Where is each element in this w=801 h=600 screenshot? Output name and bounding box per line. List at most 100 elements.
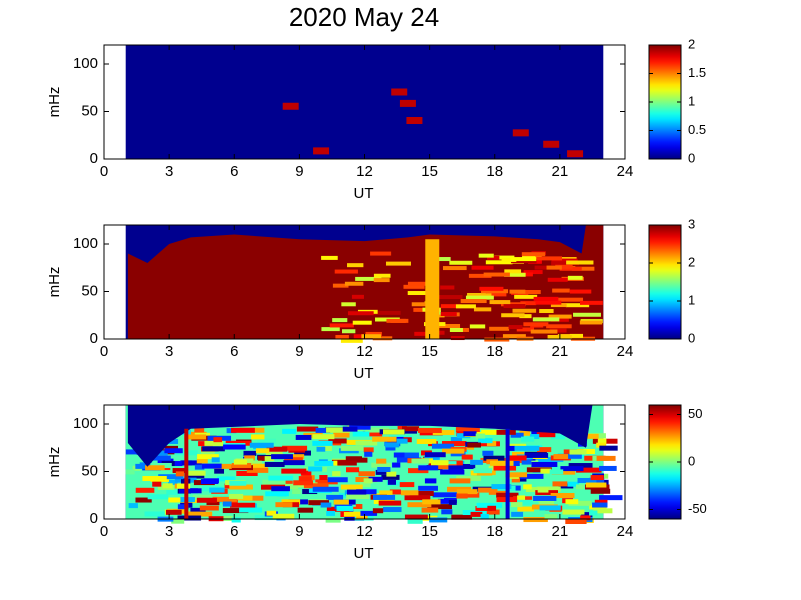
spectrogram-cell: [333, 432, 350, 438]
spectrogram-cell: [378, 500, 402, 506]
spectrogram-cell: [271, 486, 290, 492]
spectrogram-cell: [487, 505, 497, 511]
spectrogram-cell: [537, 456, 564, 462]
spectrogram-cell: [488, 465, 498, 471]
spectrogram-cell: [297, 507, 314, 513]
colorbar-tick-label: 0: [688, 330, 695, 345]
spectrogram-cell: [239, 507, 263, 513]
spectrogram-cell: [370, 251, 392, 256]
spectrogram-cell: [510, 432, 524, 438]
spectrogram-cell: [229, 484, 253, 490]
spectrogram-cell: [531, 461, 558, 467]
spectrogram-cell: [321, 255, 338, 260]
spectrogram-cell: [551, 469, 576, 475]
spectrogram-cell: [213, 437, 223, 443]
spectrogram-cell: [442, 266, 467, 271]
spectrogram-cell: [337, 460, 357, 466]
spectrogram-cell: [190, 507, 206, 513]
spectrogram-cell: [520, 436, 535, 442]
spectrogram-cell: [431, 443, 455, 449]
spectrogram-cell: [372, 508, 384, 514]
spectrogram-cell: [535, 300, 562, 305]
spectrogram-cell: [409, 490, 434, 496]
spectrogram-cell: [484, 337, 510, 342]
spectrogram-cell: [135, 487, 155, 493]
spectrogram-cell: [478, 487, 499, 493]
spectrogram-cell: [449, 260, 473, 265]
spectrogram-cell: [479, 286, 504, 291]
spectrogram-cell: [455, 304, 476, 309]
x-tick-label: 3: [165, 523, 173, 540]
spectrogram-cell: [296, 426, 319, 432]
panel: 0 3 6 9 12 15 18 21 24 0 50 100 UT mHz 0 0.5 1 1.5 2: [46, 36, 706, 202]
spectrogram-cell: [456, 493, 468, 499]
x-tick-label: 3: [165, 163, 173, 180]
spectrogram-cell: [343, 511, 367, 517]
spectrogram-cell: [196, 458, 208, 464]
spectrogram-cell: [326, 494, 344, 500]
spectrogram-cell: [416, 439, 437, 445]
x-tick-label: 24: [617, 343, 634, 360]
spectrogram-cell: [372, 436, 397, 442]
spectrogram-cell: [264, 456, 275, 462]
spectrogram-cell: [346, 467, 360, 473]
spectrogram-cell: [548, 314, 572, 319]
spectrogram-cell: [295, 434, 312, 440]
y-tick-label: 50: [81, 462, 98, 479]
spectrogram-cell: [569, 289, 592, 294]
spectrogram-cell: [479, 509, 500, 515]
spectrogram-cell: [281, 499, 301, 505]
spectrogram-cell: [158, 474, 184, 480]
spectrogram-cell: [386, 318, 409, 323]
spectrogram-cell: [326, 427, 351, 433]
spectrogram-cell: [303, 483, 329, 489]
x-tick-label: 24: [617, 523, 634, 540]
x-tick-label: 15: [421, 343, 438, 360]
spectrogram-cell: [351, 294, 364, 299]
spectrogram-cell: [557, 453, 582, 459]
spectrogram-cell: [327, 477, 348, 483]
spectrogram-cell: [540, 468, 552, 474]
spectrogram-blob: [567, 150, 584, 158]
spectrogram-cell: [214, 468, 225, 474]
spectrogram-cell: [562, 509, 585, 515]
spectrogram-cell: [314, 460, 338, 466]
spectrogram-cell: [252, 463, 268, 469]
spectrogram-cell: [237, 495, 253, 501]
spectrogram-cell: [199, 505, 219, 511]
spectrogram-cell: [519, 314, 532, 319]
spectrogram-cell: [524, 452, 549, 458]
spectrogram-cell: [435, 295, 463, 300]
spectrogram-cell: [565, 303, 590, 308]
spectrogram-cell: [347, 311, 374, 316]
spectrogram-cell: [365, 427, 390, 433]
spectrogram-cell: [345, 456, 363, 462]
x-tick-label: 12: [356, 523, 373, 540]
spectrogram-cell: [593, 508, 613, 514]
spectrogram-cell: [325, 517, 341, 523]
spectrogram-cell: [407, 281, 434, 286]
spectrogram-cell: [385, 445, 396, 451]
spectrogram-cell: [332, 318, 348, 323]
spectrogram-cell: [521, 252, 546, 257]
spectrogram-cell: [373, 273, 391, 278]
spectrogram-cell: [349, 424, 371, 430]
y-tick-label: 100: [73, 55, 98, 72]
spectrogram-cell: [551, 258, 578, 263]
spectrogram-cell: [166, 489, 186, 495]
spectrogram-cell: [566, 260, 594, 265]
spectrogram-cell: [589, 477, 605, 483]
spectrogram-cell: [147, 494, 169, 500]
spectrogram-cell: [501, 313, 525, 318]
x-tick-label: 21: [552, 523, 569, 540]
spectrogram-cell: [544, 514, 558, 520]
spectrogram-cell: [532, 500, 555, 506]
spectrogram-cell: [422, 499, 441, 505]
spectrogram-cell: [308, 466, 323, 472]
spectrogram-cell: [177, 504, 189, 510]
spectrogram-region: [127, 405, 593, 467]
x-tick-label: 18: [486, 343, 503, 360]
spectrogram-cell: [535, 490, 558, 496]
spectrogram-cell: [312, 486, 339, 492]
spectrogram-cell: [589, 510, 598, 516]
